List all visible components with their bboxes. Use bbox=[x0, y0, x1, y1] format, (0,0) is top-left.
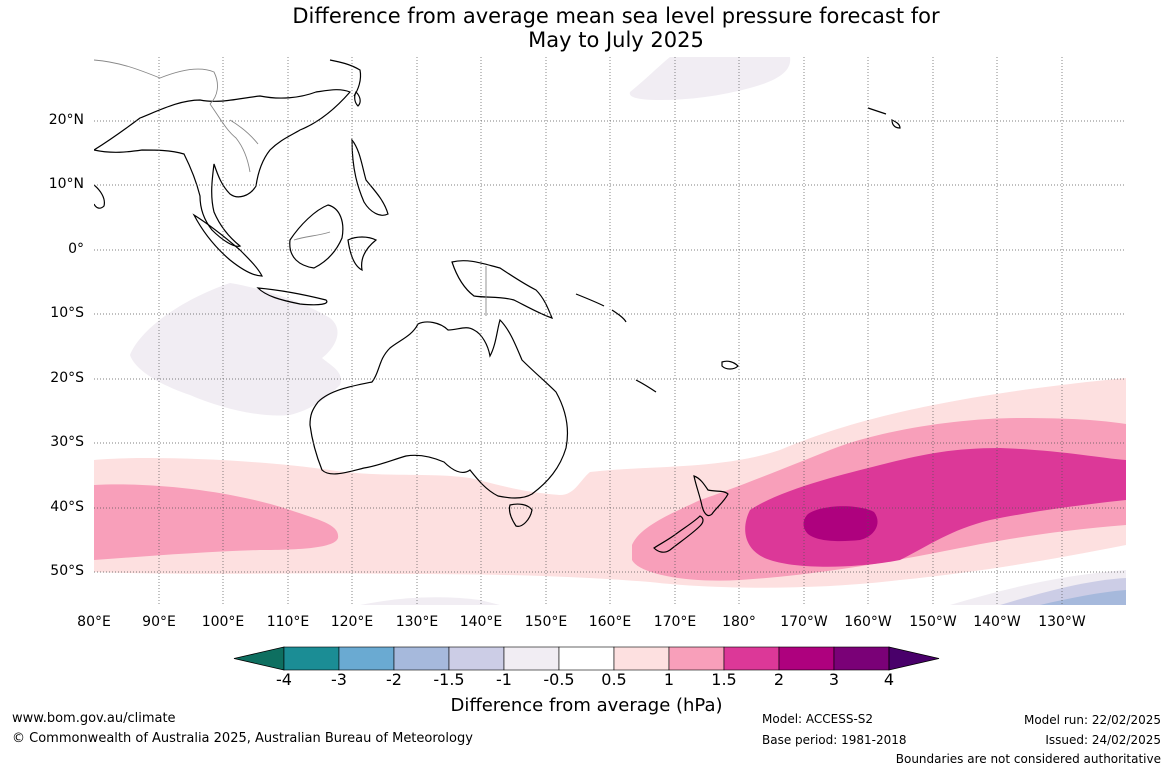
lat-label-0: 0° bbox=[68, 241, 84, 257]
coastline-taiwan bbox=[354, 90, 361, 107]
footer-website[interactable]: www.bom.gov.au/climate bbox=[12, 711, 176, 726]
lon-label-160w: 160°W bbox=[844, 614, 892, 630]
lon-label-90e: 90°E bbox=[142, 614, 176, 630]
lon-label-150w: 150°W bbox=[909, 614, 957, 630]
colorbar-tick-label: 3 bbox=[828, 670, 840, 689]
lon-label-140w: 140°W bbox=[973, 614, 1021, 630]
lon-label-120e: 120°E bbox=[330, 614, 374, 630]
coastline-borneo bbox=[289, 204, 344, 269]
colorbar-tick-label: -0.5 bbox=[543, 670, 575, 689]
coastline-new-guinea bbox=[451, 260, 554, 319]
coastline-nz-south bbox=[653, 515, 704, 553]
lat-label-10n: 10°N bbox=[48, 176, 84, 192]
colorbar-swatch bbox=[668, 646, 725, 671]
coastline-nz-north bbox=[693, 475, 729, 517]
colorbar-tick-label: -3 bbox=[331, 670, 347, 689]
colorbar-swatch bbox=[448, 646, 505, 671]
colorbar-arrow-left bbox=[233, 646, 285, 671]
lon-label-140e: 140°E bbox=[459, 614, 503, 630]
colorbar-tick-label: 4 bbox=[883, 670, 895, 689]
footer-disclaimer: Boundaries are not considered authoritat… bbox=[895, 752, 1161, 766]
coastline-sumatra bbox=[192, 213, 263, 277]
colorbar-swatch bbox=[338, 646, 395, 671]
lon-label-130w: 130°W bbox=[1038, 614, 1086, 630]
country-borders bbox=[94, 59, 487, 316]
map-plot-area bbox=[94, 57, 1126, 605]
coastline-sulawesi bbox=[347, 236, 378, 272]
colorbar-swatch bbox=[503, 646, 560, 671]
footer-model-run: Model run: 22/02/2025 bbox=[1023, 713, 1161, 727]
coastline-se-asia bbox=[94, 89, 352, 247]
coastline-fiji bbox=[721, 360, 739, 370]
coastline-new-caledonia bbox=[635, 379, 657, 393]
lon-label-170e: 170°E bbox=[653, 614, 697, 630]
coastline-java bbox=[256, 287, 328, 306]
colorbar-tick-label: -1.5 bbox=[433, 670, 465, 689]
anomaly-region-neg-indian bbox=[130, 283, 341, 416]
anomaly-region-neg-northpacific bbox=[629, 57, 791, 100]
colorbar-tick-label: -4 bbox=[276, 670, 292, 689]
colorbar-swatch bbox=[778, 646, 835, 671]
colorbar-swatch bbox=[613, 646, 670, 671]
lon-label-150e: 150°E bbox=[524, 614, 568, 630]
lat-label-10s: 10°S bbox=[50, 305, 84, 321]
title-line-2: May to July 2025 bbox=[528, 28, 704, 52]
lon-label-170w: 170°W bbox=[780, 614, 828, 630]
coastline-australia bbox=[309, 318, 569, 499]
colorbar-tick-label: 1.5 bbox=[711, 670, 737, 689]
colorbar-swatch bbox=[393, 646, 450, 671]
colorbar-arrow-right bbox=[888, 646, 940, 671]
lon-label-130e: 130°E bbox=[395, 614, 439, 630]
lon-label-80e: 80°E bbox=[77, 614, 111, 630]
colorbar-swatch bbox=[558, 646, 615, 671]
coastline-india bbox=[94, 184, 105, 209]
coastline-solomons bbox=[575, 293, 627, 323]
coastline-hawaii bbox=[867, 107, 901, 129]
colorbar-tick-label: -1 bbox=[496, 670, 512, 689]
lon-label-160e: 160°E bbox=[588, 614, 632, 630]
lat-label-30s: 30°S bbox=[50, 434, 84, 450]
colorbar-swatch bbox=[833, 646, 890, 671]
coastline-philippines bbox=[351, 138, 389, 216]
colorbar-swatch bbox=[283, 646, 340, 671]
lat-label-20n: 20°N bbox=[48, 112, 84, 128]
colorbar bbox=[233, 646, 940, 671]
colorbar-tick-label: 0.5 bbox=[601, 670, 627, 689]
chart-title: Difference from average mean sea level p… bbox=[0, 4, 1173, 52]
lon-label-100e: 100°E bbox=[201, 614, 245, 630]
anomaly-region-neg-se3 bbox=[1040, 590, 1126, 605]
coastline-tasmania bbox=[508, 503, 533, 527]
lon-label-110e: 110°E bbox=[266, 614, 310, 630]
footer-model: Model: ACCESS-S2 bbox=[762, 712, 874, 726]
lon-label-180: 180° bbox=[722, 614, 756, 630]
anomaly-region-neg-south bbox=[360, 597, 500, 605]
title-line-1: Difference from average mean sea level p… bbox=[292, 4, 940, 28]
footer-copyright: © Commonwealth of Australia 2025, Austra… bbox=[12, 731, 473, 746]
lat-label-20s: 20°S bbox=[50, 370, 84, 386]
colorbar-tick-label: 2 bbox=[773, 670, 785, 689]
anomaly-region-2-3 bbox=[803, 506, 878, 542]
colorbar-tick-label: -2 bbox=[386, 670, 402, 689]
footer-issued: Issued: 24/02/2025 bbox=[1045, 733, 1161, 747]
colorbar-label: Difference from average (hPa) bbox=[450, 695, 723, 716]
footer-base-period: Base period: 1981-2018 bbox=[762, 733, 907, 747]
colorbar-swatch bbox=[723, 646, 780, 671]
coastlines bbox=[94, 59, 901, 553]
graticule bbox=[94, 57, 1126, 605]
lat-label-40s: 40°S bbox=[50, 499, 84, 515]
anomaly-region-1-1.5-indian bbox=[94, 484, 339, 560]
colorbar-tick-label: 1 bbox=[663, 670, 675, 689]
lat-label-50s: 50°S bbox=[50, 563, 84, 579]
coastline-japan bbox=[329, 59, 362, 97]
